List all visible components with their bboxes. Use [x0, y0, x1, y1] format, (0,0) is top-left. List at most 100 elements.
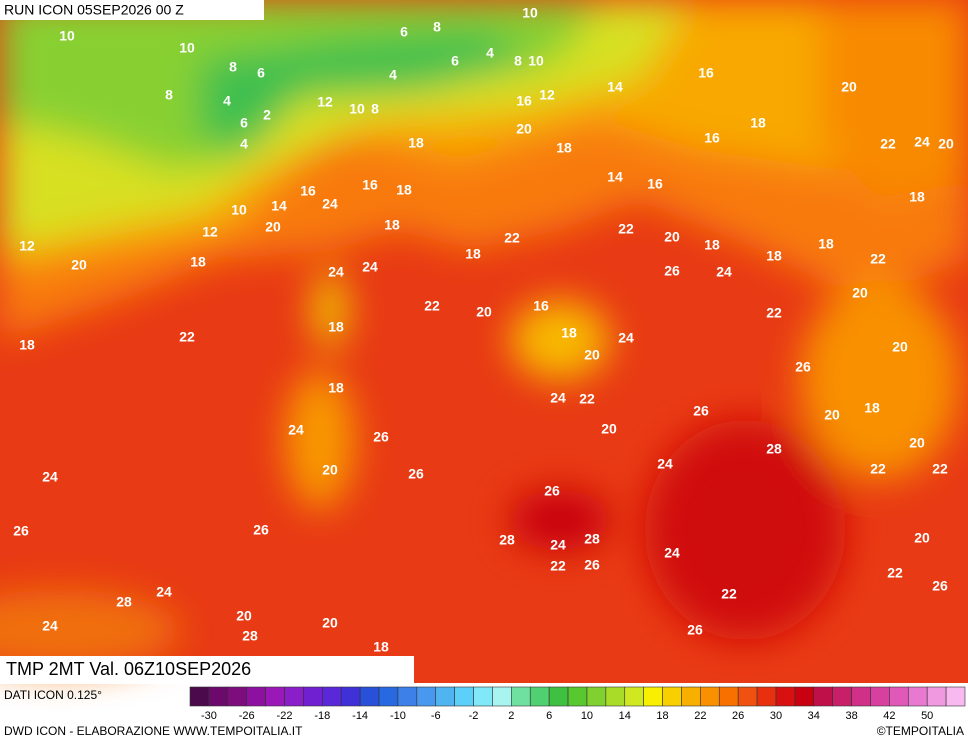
contour-label: 2 — [263, 107, 271, 123]
contour-label: 20 — [601, 421, 617, 437]
colorbar-label: 38 — [845, 710, 857, 722]
colorbar-swatch — [681, 686, 701, 707]
contour-label: 10 — [349, 101, 365, 117]
contour-label: 22 — [870, 461, 886, 477]
contour-label: 16 — [704, 130, 720, 146]
contour-label: 22 — [618, 221, 634, 237]
colorbar-swatch — [907, 686, 928, 707]
contour-label: 20 — [892, 339, 908, 355]
contour-label: 20 — [476, 304, 492, 320]
colorbar-swatch — [208, 686, 229, 707]
colorbar-swatch — [775, 686, 796, 707]
contour-label: 26 — [584, 557, 600, 573]
contour-label: 20 — [664, 229, 680, 245]
contour-label: 10 — [528, 53, 544, 69]
contour-label: 22 — [766, 305, 782, 321]
contour-label: 22 — [721, 586, 737, 602]
contour-label: 22 — [550, 558, 566, 574]
contour-label: 28 — [499, 532, 515, 548]
colorbar-label: 14 — [619, 710, 631, 722]
contour-label: 24 — [328, 264, 344, 280]
colorbar-swatch — [416, 686, 437, 707]
colorbar-label: -10 — [390, 710, 406, 722]
contour-label: 4 — [240, 136, 248, 152]
colorbar-label: -2 — [469, 710, 479, 722]
contour-label: 18 — [818, 236, 834, 252]
contour-label: 24 — [322, 196, 338, 212]
contour-label: 8 — [433, 19, 441, 35]
contour-label: 4 — [486, 45, 494, 61]
contour-label: 16 — [300, 183, 316, 199]
colorbar-label: 10 — [581, 710, 593, 722]
contour-label: 24 — [664, 545, 680, 561]
colorbar-swatch — [284, 686, 304, 707]
contour-label: 24 — [288, 422, 304, 438]
colorbar-swatch — [889, 686, 909, 707]
colorbar-label: 6 — [546, 710, 552, 722]
contour-label: 26 — [408, 466, 424, 482]
contour-label: 24 — [550, 390, 566, 406]
contour-label: 28 — [584, 531, 600, 547]
contour-label: 4 — [389, 67, 397, 83]
contour-label: 8 — [165, 87, 173, 103]
contour-label: 18 — [750, 115, 766, 131]
contour-label: 20 — [852, 285, 868, 301]
contour-label: 18 — [328, 380, 344, 396]
colorbar-swatch — [322, 686, 342, 707]
contour-label: 6 — [240, 115, 248, 131]
colorbar-swatch — [303, 686, 323, 707]
contour-label: 14 — [271, 198, 287, 214]
colorbar-swatch — [454, 686, 474, 707]
contour-label: 16 — [362, 177, 378, 193]
map-title: TMP 2MT Val. 06Z10SEP2026 — [6, 659, 251, 679]
contour-label: 14 — [607, 79, 623, 95]
contour-label: 22 — [579, 391, 595, 407]
colorbar-label: -22 — [277, 710, 293, 722]
contour-label: 12 — [539, 87, 555, 103]
contour-label: 26 — [13, 523, 29, 539]
contour-label: 20 — [236, 608, 252, 624]
contour-label: 26 — [373, 429, 389, 445]
contour-label: 20 — [322, 615, 338, 631]
run-label: RUN ICON 05SEP2026 00 Z — [4, 2, 184, 18]
colorbar-label: 2 — [508, 710, 514, 722]
colorbar-label: -26 — [239, 710, 255, 722]
colorbar-swatch — [529, 686, 550, 707]
contour-label: 6 — [257, 65, 265, 81]
colorbar-swatch — [586, 686, 607, 707]
colorbar-swatch — [397, 686, 418, 707]
contour-label: 20 — [914, 530, 930, 546]
colorbar-label: 42 — [883, 710, 895, 722]
contour-label: 18 — [384, 217, 400, 233]
contour-label: 24 — [362, 259, 378, 275]
contour-label: 24 — [657, 456, 673, 472]
colorbar-label: -30 — [201, 710, 217, 722]
colorbar-label: 22 — [694, 710, 706, 722]
colorbar-label: -18 — [314, 710, 330, 722]
colorbar-swatch — [643, 686, 663, 707]
colorbar-swatch — [945, 686, 966, 707]
contour-label: 18 — [373, 639, 389, 655]
colorbar-swatch — [359, 686, 380, 707]
contour-label: 20 — [824, 407, 840, 423]
contour-label: 16 — [647, 176, 663, 192]
colorbar-swatch — [378, 686, 399, 707]
contour-label: 18 — [465, 246, 481, 262]
colorbar-label: 26 — [732, 710, 744, 722]
colorbar-swatch — [756, 686, 777, 707]
colorbar-swatch — [567, 686, 588, 707]
colorbar-label: -14 — [352, 710, 368, 722]
contour-label: 12 — [317, 94, 333, 110]
data-source: DATI ICON 0.125° — [4, 688, 102, 702]
contour-label: 24 — [42, 618, 58, 634]
contour-label: 4 — [223, 93, 231, 109]
contour-label: 14 — [607, 169, 623, 185]
contour-label: 24 — [42, 469, 58, 485]
title-box — [0, 656, 414, 684]
contour-label: 22 — [870, 251, 886, 267]
contour-label: 22 — [932, 461, 948, 477]
colorbar-swatch — [832, 686, 852, 707]
contour-label: 26 — [253, 522, 269, 538]
contour-label: 22 — [179, 329, 195, 345]
colorbar-swatch — [870, 686, 890, 707]
